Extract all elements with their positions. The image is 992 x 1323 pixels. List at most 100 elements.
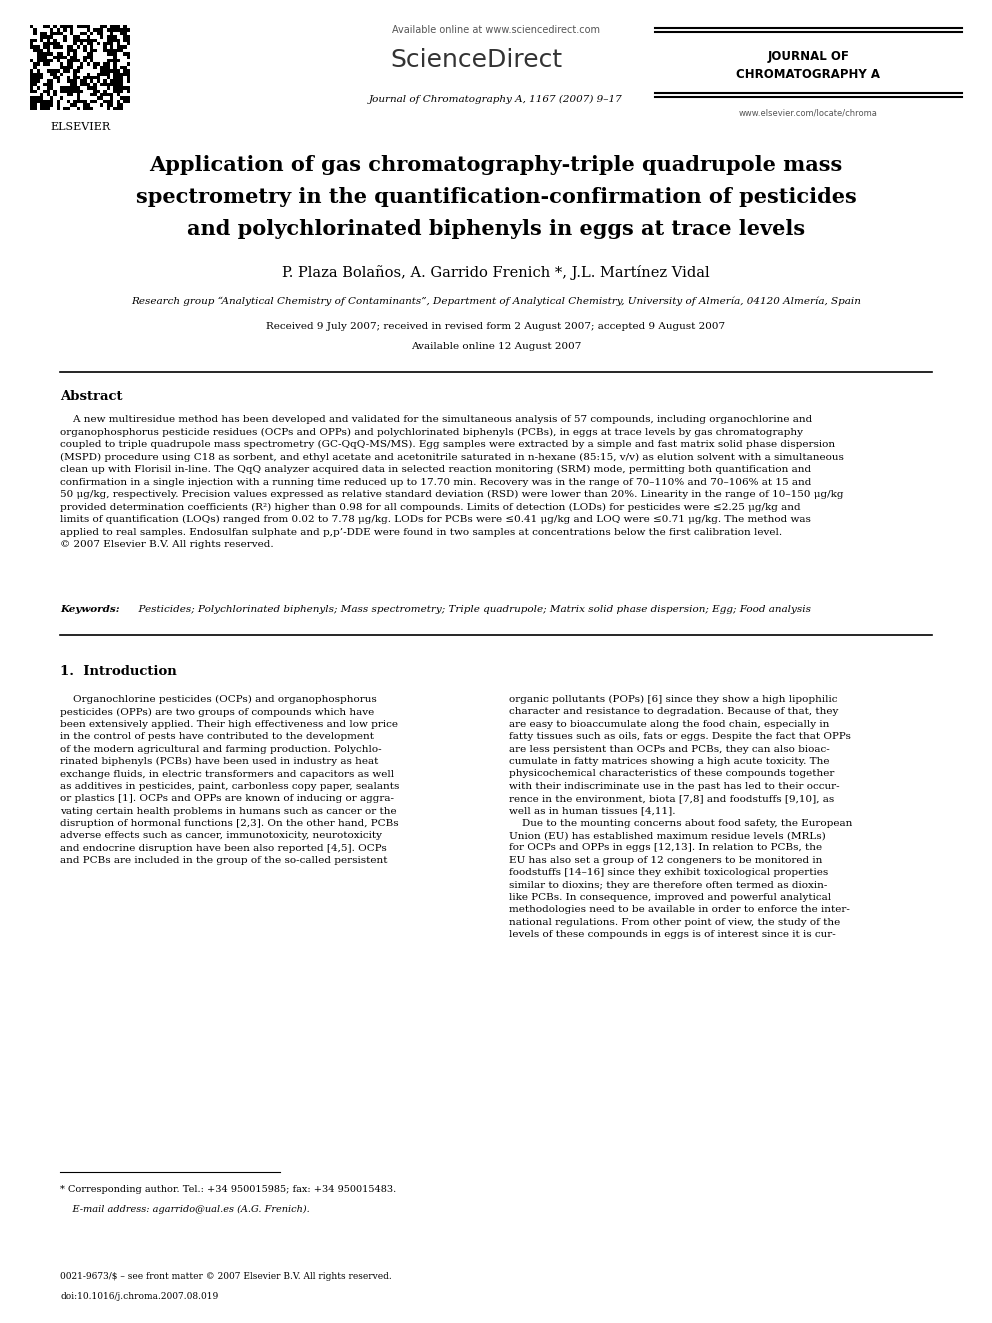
Bar: [76, 86, 80, 90]
Bar: [123, 45, 127, 49]
Bar: [47, 45, 50, 49]
Bar: [83, 32, 86, 36]
Bar: [120, 90, 123, 93]
Text: doi:10.1016/j.chroma.2007.08.019: doi:10.1016/j.chroma.2007.08.019: [60, 1293, 218, 1301]
Bar: [123, 36, 127, 38]
Bar: [60, 66, 63, 69]
Bar: [83, 107, 86, 110]
Bar: [96, 73, 100, 75]
Bar: [47, 90, 50, 93]
Bar: [86, 73, 90, 75]
Bar: [123, 25, 127, 28]
Bar: [40, 49, 44, 52]
Bar: [50, 103, 54, 107]
Bar: [103, 99, 107, 103]
Bar: [110, 79, 113, 83]
Bar: [83, 25, 86, 28]
Bar: [83, 99, 86, 103]
Bar: [54, 32, 57, 36]
Bar: [76, 38, 80, 42]
Bar: [117, 107, 120, 110]
Bar: [57, 56, 60, 60]
Bar: [120, 66, 123, 69]
Bar: [70, 93, 73, 97]
Bar: [100, 83, 103, 86]
Bar: [50, 73, 54, 75]
Bar: [83, 79, 86, 83]
Bar: [76, 97, 80, 99]
Bar: [90, 56, 93, 60]
Bar: [117, 69, 120, 73]
Bar: [86, 86, 90, 90]
Bar: [110, 99, 113, 103]
Bar: [70, 45, 73, 49]
Bar: [107, 28, 110, 32]
Bar: [44, 36, 47, 38]
Bar: [107, 42, 110, 45]
Bar: [96, 79, 100, 83]
Bar: [73, 83, 76, 86]
Bar: [50, 99, 54, 103]
Bar: [47, 60, 50, 62]
Bar: [80, 25, 83, 28]
Bar: [34, 62, 37, 66]
Bar: [37, 79, 40, 83]
Bar: [100, 69, 103, 73]
Bar: [117, 45, 120, 49]
Bar: [117, 25, 120, 28]
Bar: [57, 60, 60, 62]
Bar: [103, 42, 107, 45]
Bar: [37, 73, 40, 75]
Bar: [110, 103, 113, 107]
Bar: [93, 28, 96, 32]
Bar: [117, 83, 120, 86]
Bar: [44, 42, 47, 45]
Bar: [90, 79, 93, 83]
Bar: [66, 93, 70, 97]
Bar: [93, 38, 96, 42]
Bar: [47, 99, 50, 103]
Bar: [83, 38, 86, 42]
Bar: [113, 28, 117, 32]
Bar: [107, 75, 110, 79]
Bar: [127, 42, 130, 45]
Bar: [40, 60, 44, 62]
Bar: [73, 86, 76, 90]
Bar: [120, 83, 123, 86]
Bar: [100, 93, 103, 97]
Bar: [113, 107, 117, 110]
Bar: [76, 45, 80, 49]
Bar: [117, 75, 120, 79]
Bar: [63, 66, 66, 69]
Bar: [107, 83, 110, 86]
Bar: [57, 28, 60, 32]
Bar: [63, 86, 66, 90]
Bar: [93, 66, 96, 69]
Bar: [90, 49, 93, 52]
Bar: [40, 32, 44, 36]
Bar: [73, 60, 76, 62]
Bar: [63, 90, 66, 93]
Bar: [110, 25, 113, 28]
Bar: [37, 49, 40, 52]
Bar: [73, 52, 76, 56]
Bar: [47, 79, 50, 83]
Bar: [34, 103, 37, 107]
Bar: [83, 75, 86, 79]
Text: spectrometry in the quantification-confirmation of pesticides: spectrometry in the quantification-confi…: [136, 187, 856, 206]
Bar: [107, 36, 110, 38]
Bar: [47, 83, 50, 86]
Bar: [90, 45, 93, 49]
Bar: [117, 103, 120, 107]
Bar: [110, 28, 113, 32]
Bar: [86, 52, 90, 56]
Text: Research group “Analytical Chemistry of Contaminants”, Department of Analytical : Research group “Analytical Chemistry of …: [131, 296, 861, 307]
Bar: [113, 79, 117, 83]
Bar: [73, 38, 76, 42]
Bar: [66, 25, 70, 28]
Bar: [117, 86, 120, 90]
Bar: [44, 107, 47, 110]
Bar: [73, 79, 76, 83]
Bar: [73, 42, 76, 45]
Bar: [117, 38, 120, 42]
